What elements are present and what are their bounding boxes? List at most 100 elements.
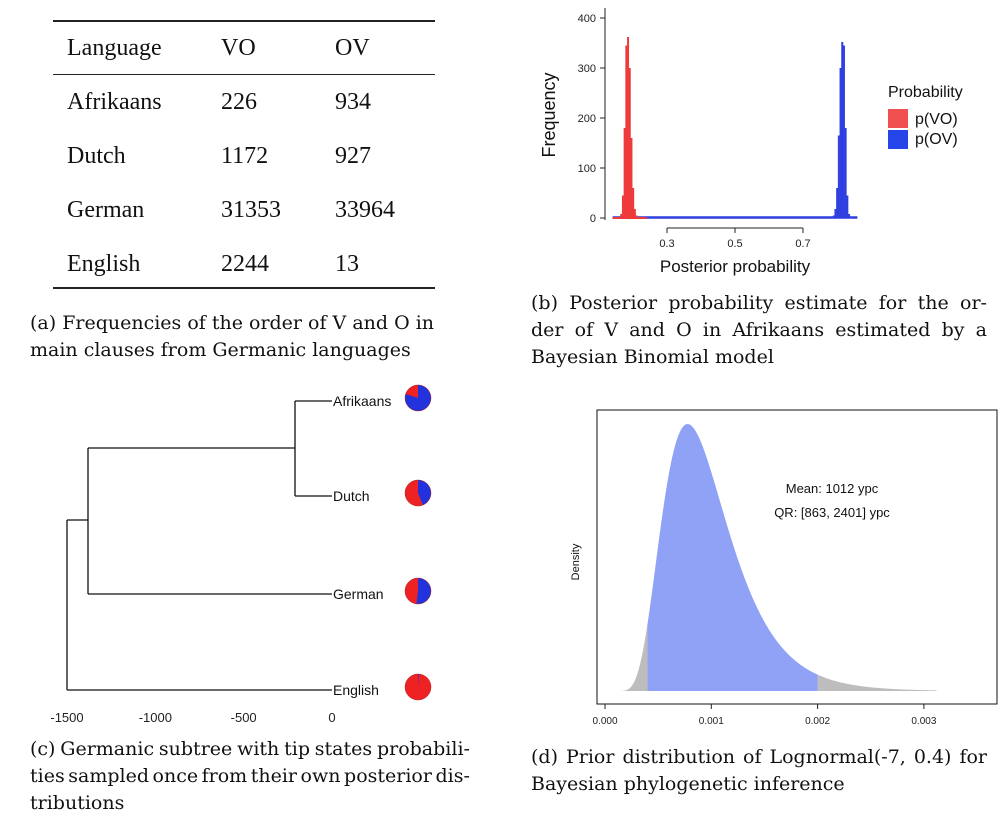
caption-word: Posterior [569, 292, 658, 314]
phylogenetic-tree: Afrikaans Dutch German English -1500 -1000 -5… [50, 384, 432, 725]
caption-word: probabili- [376, 738, 470, 760]
caption-word: from [201, 765, 248, 787]
histogram-bar-vo [630, 138, 633, 218]
caption-word: distribution [622, 746, 736, 768]
annotation-mean: Mean: 1012 ypc [786, 481, 879, 496]
caption-c-line-3: tributions [30, 792, 125, 814]
caption-word: or- [960, 292, 987, 314]
pie-slice-ov [416, 578, 431, 604]
tip-label: Dutch [333, 488, 370, 504]
histogram-chart: 0 100 200 300 400 0.3 0.5 0.7 Frequency Poster… [539, 5, 963, 276]
table-cell: 226 [221, 89, 257, 115]
caption-c-line-1: (c) Germanic subtree with tip states probabili… [30, 736, 470, 763]
caption-word: sampled [68, 765, 149, 787]
histogram-bar-vo [620, 214, 623, 218]
legend-swatch-ov [888, 130, 908, 149]
caption-word: their [250, 765, 298, 787]
caption-word: in [702, 319, 722, 341]
x-tick-label: 0.3 [659, 238, 674, 250]
y-axis-label: Frequency [539, 72, 559, 157]
y-tick-label: 200 [578, 113, 596, 125]
table-cell: German [67, 197, 145, 223]
caption-word: (b) [531, 292, 558, 314]
caption-word: ties [30, 765, 65, 787]
x-tick-label: 0.002 [805, 716, 830, 727]
x-tick-label: 0.7 [795, 238, 810, 250]
caption-word: Prior [565, 746, 615, 768]
table-cell: 13 [335, 251, 359, 277]
tip-label: Afrikaans [333, 393, 391, 409]
x-tick-label: -500 [231, 710, 257, 725]
pie-outline [404, 384, 432, 412]
caption-word: for [878, 292, 907, 314]
table-cell: Dutch [67, 143, 126, 169]
caption-word: once [152, 765, 199, 787]
legend-title: Probability [888, 84, 963, 101]
tip-state-pie [404, 384, 432, 412]
table-header-language: Language [67, 35, 162, 61]
histogram-bar-ov [834, 209, 837, 218]
caption-word: Afrikaans [732, 319, 825, 341]
caption-word: and [629, 319, 665, 341]
tip-label: German [333, 586, 384, 602]
caption-b: (b) Posterior probability estimate for the or-… [531, 290, 987, 371]
y-tick-label: 100 [578, 163, 596, 175]
x-tick-label: -1000 [139, 710, 172, 725]
histogram-bar-ov [846, 195, 849, 218]
caption-word: 0.4) [913, 746, 952, 768]
caption-c: (c) Germanic subtree with tip states probabili… [30, 736, 470, 817]
caption-word: for [959, 746, 987, 768]
x-tick-label: 0.003 [911, 716, 936, 727]
tip-state-pie [404, 673, 432, 701]
caption-word: the [917, 292, 949, 314]
caption-c-line-2: ties sampled once from their own posterior dis- [30, 763, 470, 790]
tip-label: English [333, 682, 379, 698]
density-tail-left [617, 623, 648, 691]
caption-word: posterior [344, 765, 432, 787]
histogram-bar-ov [842, 45, 845, 218]
histogram-bar-vo [628, 68, 631, 218]
caption-word: states [314, 738, 373, 760]
table-cell: Afrikaans [67, 89, 162, 115]
caption-d-line-1: (d) Prior distribution of Lognormal(-7, 0.4) f… [531, 744, 987, 771]
table-header-ov: OV [335, 35, 370, 61]
legend-label-ov: p(OV) [915, 131, 958, 148]
y-tick-label: 300 [578, 63, 596, 75]
table-cell: 927 [335, 143, 371, 169]
legend-swatch-vo [888, 109, 908, 128]
caption-d: (d) Prior distribution of Lognormal(-7, 0.4) f… [531, 744, 987, 798]
histogram-bar-vo [623, 128, 626, 218]
caption-word: tip [284, 738, 310, 760]
pie-slice-ov [405, 385, 432, 411]
histogram-bar-ov [839, 68, 842, 218]
caption-d-line-2: Bayesian phylogenetic inference [531, 773, 845, 795]
caption-a-line: main clauses from Germanic languages [30, 339, 411, 361]
caption-word: with [237, 738, 280, 760]
caption-word: estimated [835, 319, 931, 341]
caption-word: dis- [435, 765, 470, 787]
tree-branches [66, 400, 332, 691]
caption-word: O [676, 319, 692, 341]
x-tick-label: 0.000 [592, 716, 617, 727]
y-tick-label: 400 [578, 13, 596, 25]
tip-state-pie [404, 479, 432, 507]
histogram-bar-vo [632, 188, 635, 218]
histogram-bar-ov [844, 128, 847, 218]
caption-b-line-3: Bayesian Binomial model [531, 346, 774, 368]
legend-label-vo: p(VO) [915, 111, 958, 128]
caption-word: Lognormal(-7, [769, 746, 906, 768]
histogram-bar-vo [633, 209, 636, 218]
histogram-bar-vo [625, 45, 628, 218]
histogram-bar-vo [635, 215, 638, 218]
histogram-bar-vo [627, 37, 630, 218]
pie-outline [404, 479, 432, 507]
histogram-bar-vo [637, 217, 640, 218]
density-chart: 0.000 0.001 0.002 0.003 Density Mean: 1012 … [570, 409, 998, 727]
caption-word: of [743, 746, 762, 768]
table-cell: 33964 [335, 197, 395, 223]
caption-word: subtree [158, 738, 233, 760]
caption-word: estimate [784, 292, 868, 314]
caption-word: (d) [531, 746, 558, 768]
caption-word: Germanic [60, 738, 155, 760]
